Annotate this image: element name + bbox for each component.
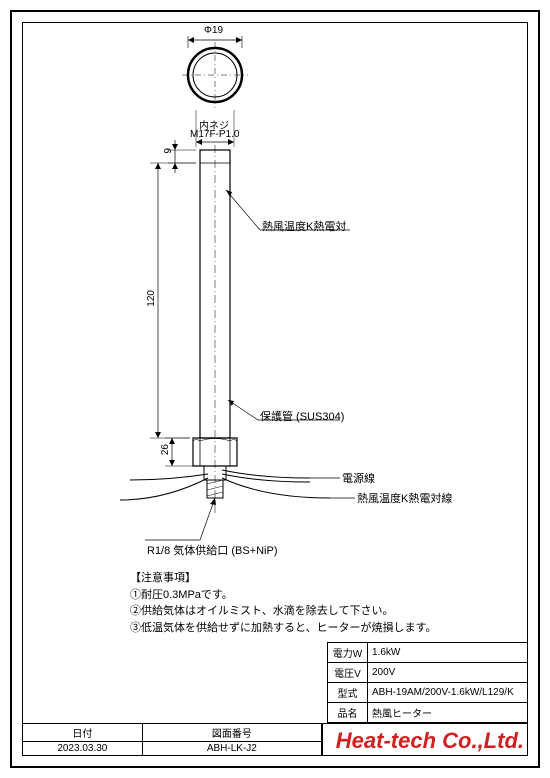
notes-line-3: ③低温気体を供給せずに加熱すると、ヒーターが焼損します。 [130,620,436,637]
spec-row-voltage: 電圧V200V [328,663,528,683]
notes-header: 【注意事項】 [130,570,436,587]
date-label: 日付 [23,724,143,742]
notes-line-2: ②供給気体はオイルミスト、水滴を除去して下さい。 [130,603,436,620]
spec-val: 1.6kW [368,643,528,663]
thread-label-spec: M17F-P1.0 [190,129,239,140]
spec-val: ABH-19AM/200V-1.6kW/L129/K [368,683,528,703]
dim-9: 9 [163,148,174,154]
company-cell-border [322,723,528,756]
date-value: 2023.03.30 [23,742,143,756]
drawing-no-value: ABH-LK-J2 [142,742,321,756]
title-block: 日付 図面番号 2023.03.30 ABH-LK-J2 [22,723,322,756]
callout-thermocouple-line: 熱風温度K熱電対線 [357,490,452,506]
drawing-no-label: 図面番号 [142,724,321,742]
spec-key: 品名 [328,703,368,723]
callout-power-line: 電源線 [342,470,375,486]
spec-val: 熱風ヒーター [368,703,528,723]
spec-key: 電圧V [328,663,368,683]
spec-key: 型式 [328,683,368,703]
diameter-label: Φ19 [204,25,223,36]
notes-block: 【注意事項】 ①耐圧0.3MPaです。 ②供給気体はオイルミスト、水滴を除去して… [130,570,436,636]
dim-26: 26 [160,444,171,455]
notes-line-1: ①耐圧0.3MPaです。 [130,587,436,604]
callout-protection-tube: 保護管 (SUS304) [260,408,344,424]
callout-gas-inlet: R1/8 気体供給口 (BS+NiP) [147,542,278,558]
spec-key: 電力W [328,643,368,663]
spec-row-power: 電力W1.6kW [328,643,528,663]
dim-120: 120 [146,290,157,307]
spec-table: 電力W1.6kW 電圧V200V 型式ABH-19AM/200V-1.6kW/L… [327,642,528,723]
spec-val: 200V [368,663,528,683]
spec-row-name: 品名熱風ヒーター [328,703,528,723]
spec-row-model: 型式ABH-19AM/200V-1.6kW/L129/K [328,683,528,703]
callout-thermocouple: 熱風温度K熱電対 [262,218,346,234]
